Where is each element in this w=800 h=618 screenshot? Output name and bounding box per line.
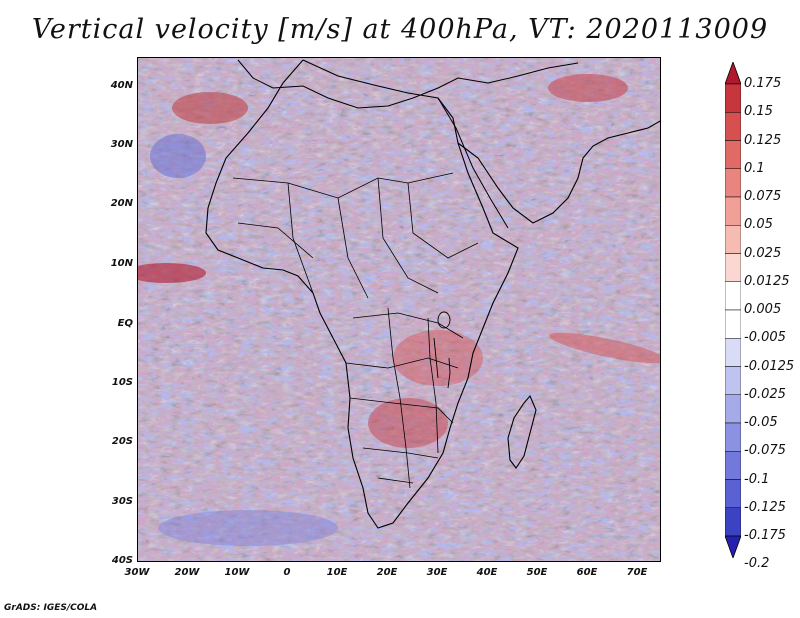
coastline-madagascar — [507, 394, 537, 469]
ascent-region-central-africa — [393, 330, 483, 386]
coastline-africa — [205, 59, 519, 529]
colorbar-label: 0.0125 — [744, 273, 790, 289]
lat-label-10n: 10N — [110, 258, 133, 269]
colorbar-segment — [725, 253, 741, 282]
colorbar-label: -0.175 — [744, 528, 786, 543]
ascent-region-middle-east — [548, 74, 628, 102]
colorbar-label: -0.075 — [744, 443, 786, 459]
lon-label-40e: 40E — [476, 567, 498, 578]
lat-label-10s: 10S — [111, 377, 133, 388]
ascent-band-indian-ocean — [549, 332, 660, 364]
colorbar-segment — [725, 281, 741, 311]
velocity-field-map — [138, 58, 660, 561]
colorbar-label: 0.175 — [744, 76, 782, 91]
lat-label-30s: 30S — [111, 496, 133, 507]
colorbar-segment — [725, 338, 741, 367]
colorbar-segment — [725, 451, 741, 480]
lon-label-60e: 60E — [576, 567, 598, 578]
lon-label-30e: 30E — [426, 567, 448, 578]
colorbar-label: 0.1 — [744, 160, 765, 176]
colorbar-label: 0.125 — [744, 132, 782, 148]
colorbar-top-arrow — [725, 62, 741, 85]
colorbar-segment — [725, 422, 741, 452]
colorbar-segment — [725, 112, 741, 141]
colorbar-bottom-arrow — [725, 535, 741, 558]
lake-malawi — [447, 357, 451, 389]
colorbar — [725, 62, 741, 558]
colorbar-label: 0.005 — [744, 302, 782, 317]
colorbar-label: -0.2 — [744, 556, 770, 572]
colorbar-segment — [725, 83, 741, 113]
lat-label-eq: EQ — [117, 318, 133, 329]
colorbar-label: 0.05 — [744, 217, 773, 233]
ascent-region-southern-africa — [368, 398, 448, 448]
colorbar-segment — [725, 196, 741, 226]
coastline-arabia — [457, 120, 660, 224]
country-borders — [232, 172, 479, 489]
map-title: Vertical velocity [m/s] at 400hPa, VT: 2… — [31, 14, 769, 45]
colorbar-segment — [725, 168, 741, 198]
descent-region-south-atlantic — [158, 510, 338, 546]
lake-tanganyika — [433, 337, 439, 379]
lat-label-20n: 20N — [110, 198, 133, 209]
lat-label-40s: 40S — [111, 555, 133, 566]
ascent-region-itcz-atlantic — [138, 263, 206, 283]
lon-label-20e: 20E — [376, 567, 398, 578]
lat-label-40n: 40N — [110, 80, 133, 91]
colorbar-label: 0.15 — [744, 104, 773, 120]
lon-label-50e: 50E — [526, 567, 548, 578]
lat-label-20s: 20S — [111, 436, 133, 447]
lon-label-70e: 70E — [626, 567, 648, 578]
lake-victoria — [437, 311, 451, 329]
field-texture-white — [138, 58, 660, 561]
lon-label-30w: 30W — [124, 567, 150, 578]
colorbar-segment — [725, 140, 741, 169]
colorbar-segment — [725, 309, 741, 339]
coastline-red-sea — [437, 97, 509, 229]
colorbar-label: -0.1 — [744, 471, 770, 487]
ascent-region-nw-atlantic — [172, 92, 248, 124]
coastline-europe-mediterranean — [237, 59, 579, 109]
colorbar-label: -0.0125 — [744, 358, 795, 374]
descent-region-canaries — [150, 134, 206, 178]
colorbar-label: -0.05 — [744, 415, 778, 430]
footer-credit: GrADS: IGES/COLA — [4, 603, 98, 613]
colorbar-segment — [725, 366, 741, 395]
colorbar-label: 0.025 — [744, 245, 782, 261]
colorbar-label: -0.125 — [744, 499, 786, 515]
colorbar-label: 0.075 — [744, 189, 782, 204]
lon-label-20w: 20W — [174, 567, 200, 578]
map-area[interactable] — [137, 57, 661, 562]
lon-label-10e: 10E — [326, 567, 348, 578]
lat-label-30n: 30N — [110, 139, 133, 150]
lon-label-10w: 10W — [224, 567, 250, 578]
colorbar-segment — [725, 225, 741, 254]
colorbar-segment — [725, 394, 741, 424]
lon-label-0: 0 — [283, 567, 291, 578]
colorbar-segment — [725, 479, 741, 508]
colorbar-label: -0.005 — [744, 330, 786, 346]
colorbar-segment — [725, 507, 741, 537]
colorbar-label: -0.025 — [744, 386, 786, 402]
